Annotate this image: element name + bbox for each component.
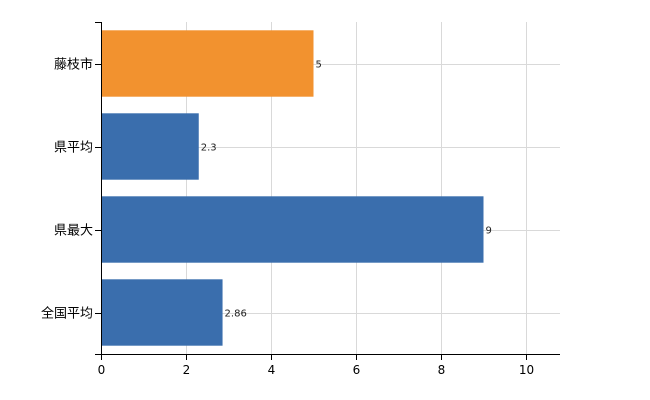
data-label-0: 5 xyxy=(316,60,322,71)
bars xyxy=(101,30,484,346)
bar-3 xyxy=(101,279,223,346)
x-tick-label-4: 4 xyxy=(268,363,276,377)
axes xyxy=(95,22,560,360)
category-label-2: 県最大 xyxy=(54,224,93,239)
data-label-3: 2.86 xyxy=(225,309,247,320)
data-label-2: 9 xyxy=(486,226,492,237)
x-tick-label-2: 2 xyxy=(183,363,191,377)
bar-0 xyxy=(101,30,314,97)
bar-1 xyxy=(101,113,199,180)
category-label-3: 全国平均 xyxy=(41,306,93,322)
x-tick-label-8: 8 xyxy=(438,363,446,377)
category-label-1: 県平均 xyxy=(54,141,93,156)
x-tick-label-0: 0 xyxy=(98,363,106,377)
x-tick-label-6: 6 xyxy=(353,363,361,377)
x-tick-label-10: 10 xyxy=(519,363,534,377)
bar-2 xyxy=(101,196,484,263)
category-label-0: 藤枝市 xyxy=(54,57,93,73)
data-label-1: 2.3 xyxy=(201,143,217,154)
labels: 5 藤枝市 2.3 県平均 9 県最大 2.86 全国平均 0 2 4 6 8 10 xyxy=(41,57,534,378)
